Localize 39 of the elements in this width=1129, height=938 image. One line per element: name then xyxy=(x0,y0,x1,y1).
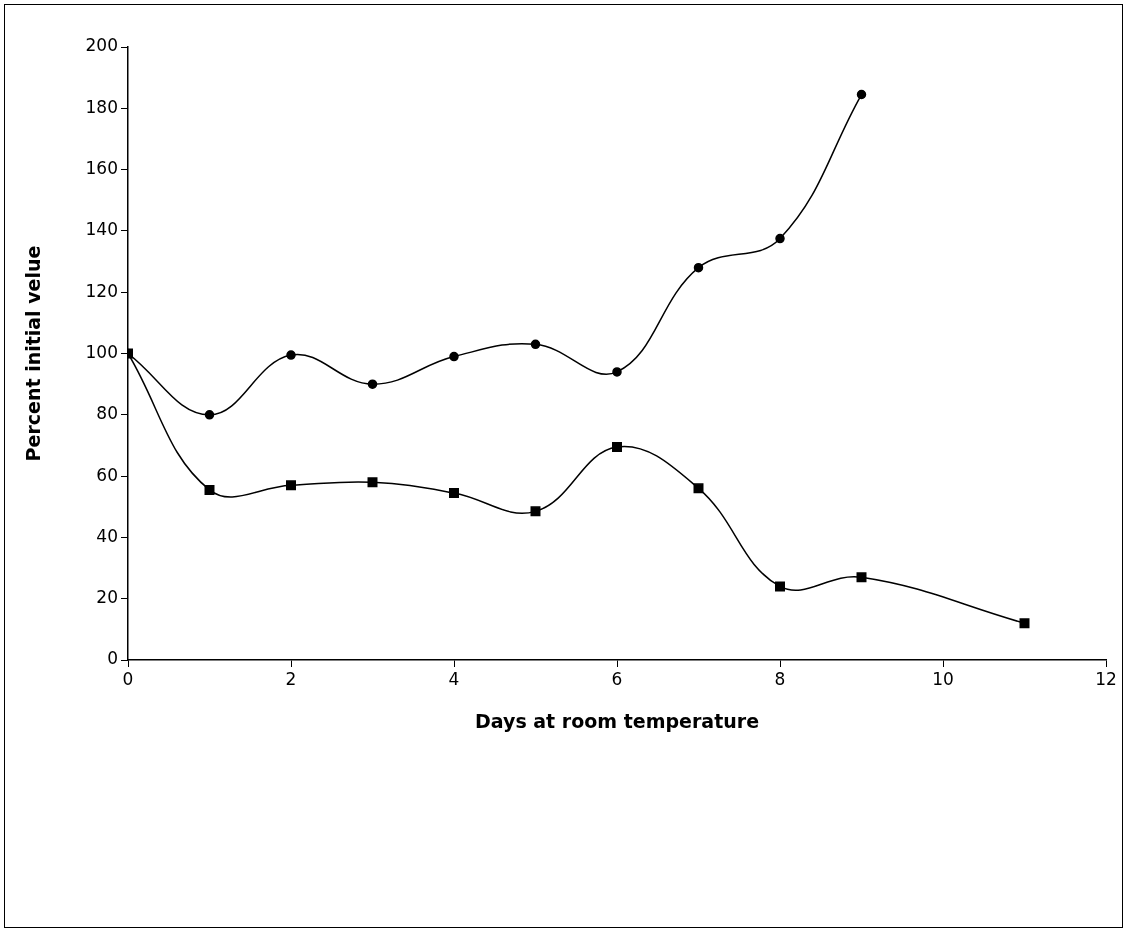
point xyxy=(612,367,622,377)
point xyxy=(367,379,378,389)
y-tick-label: 40 xyxy=(96,525,118,546)
point xyxy=(449,487,459,498)
y-tick-label: 60 xyxy=(96,464,118,485)
y-tick-label: 200 xyxy=(85,35,118,56)
point xyxy=(367,477,378,488)
point xyxy=(286,480,296,491)
x-tick-label: 2 xyxy=(285,668,297,689)
point xyxy=(856,89,867,100)
y-tick-label: 20 xyxy=(96,587,118,608)
point xyxy=(612,441,622,452)
x-tick-label: 4 xyxy=(448,668,460,689)
point xyxy=(693,483,704,494)
y-tick-label: 120 xyxy=(85,280,118,301)
point xyxy=(449,351,459,362)
point xyxy=(1019,618,1030,629)
x-tick-label: 10 xyxy=(932,668,954,689)
point xyxy=(530,506,541,517)
x-tick-label: 6 xyxy=(611,668,623,689)
y-tick-label: 180 xyxy=(85,96,118,117)
y-tick-label: 160 xyxy=(85,158,118,179)
point xyxy=(204,410,215,420)
point xyxy=(286,350,296,360)
y-tick-label: 140 xyxy=(85,219,118,240)
point xyxy=(530,339,541,350)
y-tick-label: 100 xyxy=(85,341,118,362)
point xyxy=(775,233,785,244)
x-axis-title: Days at room temperature xyxy=(474,709,760,732)
x-tick-label: 0 xyxy=(122,668,134,689)
point xyxy=(204,484,215,495)
point xyxy=(693,262,704,273)
y-axis-title: Percent initial velue xyxy=(22,245,45,462)
x-tick-label: 8 xyxy=(774,668,786,689)
y-tick-label: 0 xyxy=(107,648,118,669)
point xyxy=(856,572,867,583)
x-tick-label: 12 xyxy=(1095,668,1117,689)
y-tick-label: 80 xyxy=(96,403,118,424)
point xyxy=(775,581,785,592)
